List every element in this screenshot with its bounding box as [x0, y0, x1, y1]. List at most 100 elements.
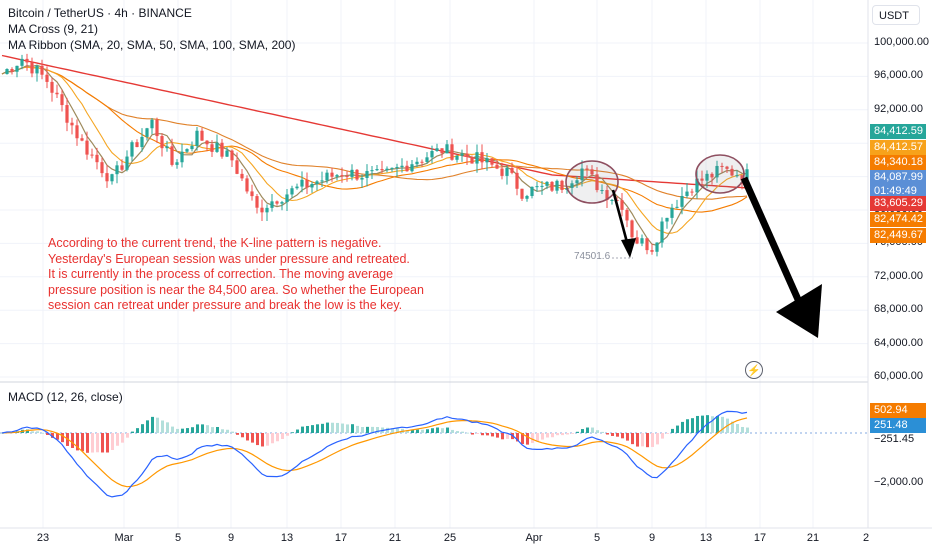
- candle-body: [305, 179, 309, 188]
- candle-body: [155, 119, 159, 137]
- candle-body: [460, 153, 464, 156]
- macd-histogram-bar: [481, 433, 484, 436]
- candle-body: [695, 178, 699, 193]
- macd-histogram-bar: [101, 433, 104, 453]
- macd-histogram-bar: [366, 426, 369, 433]
- price-tick-label: 100,000.00: [874, 36, 930, 48]
- candle-body: [405, 165, 409, 172]
- indicator-macd[interactable]: MACD (12, 26, close): [8, 390, 123, 404]
- macd-histogram-bar: [46, 433, 49, 435]
- candle-body: [345, 175, 349, 177]
- macd-histogram-bar: [606, 433, 609, 435]
- candle-body: [400, 165, 404, 167]
- candle-body: [325, 172, 329, 181]
- candle-body: [250, 191, 254, 197]
- candle-body: [590, 169, 594, 175]
- currency-button[interactable]: USDT: [872, 5, 920, 25]
- indicator-ma-cross[interactable]: MA Cross (9, 21): [8, 22, 99, 36]
- indicator-ma-ribbon[interactable]: MA Ribbon (SMA, 20, SMA, 50, SMA, 100, S…: [8, 38, 296, 52]
- macd-histogram-bar: [576, 431, 579, 433]
- macd-histogram-bar: [416, 429, 419, 433]
- candle-body: [55, 92, 59, 95]
- candle-body: [385, 168, 389, 171]
- macd-histogram-bar: [716, 416, 719, 433]
- time-tick-label: 23: [36, 532, 50, 544]
- candle-body: [670, 207, 674, 218]
- candle-body: [680, 195, 684, 207]
- candle-body: [260, 207, 264, 213]
- macd-histogram-bar: [276, 433, 279, 442]
- candle-body: [485, 158, 489, 163]
- forecast-arrows: [611, 176, 822, 338]
- macd-signal-line: [1, 417, 748, 488]
- macd-histogram-bar: [516, 433, 519, 442]
- macd-histogram-bar: [31, 431, 34, 433]
- macd-histogram-bar: [601, 431, 604, 433]
- candle-body: [120, 165, 124, 170]
- candle-body: [535, 186, 539, 188]
- price-badge: 82,449.67: [870, 228, 926, 243]
- price-tick-label: 68,000.00: [874, 303, 923, 316]
- price-badge: 83,605.29: [870, 196, 926, 211]
- candle-body: [140, 136, 144, 148]
- macd-histogram-bar: [561, 433, 564, 436]
- candle-body: [410, 164, 414, 172]
- candle-body: [520, 188, 524, 199]
- alert-icon[interactable]: ⚡: [745, 361, 763, 379]
- arrow-shaft-small: [611, 189, 630, 247]
- candle-body: [470, 157, 474, 164]
- macd-histogram-bar: [151, 416, 154, 433]
- macd-histogram-bar: [466, 432, 469, 434]
- candle-body: [545, 181, 549, 186]
- macd-histogram-bar: [736, 424, 739, 433]
- macd-histogram-bar: [116, 433, 119, 446]
- price-tick-label: 72,000.00: [874, 269, 923, 282]
- chart-title[interactable]: Bitcoin / TetherUS · 4h · BINANCE: [8, 6, 192, 20]
- candle-body: [380, 169, 384, 171]
- candle-body: [745, 169, 749, 181]
- macd-histogram-bar: [491, 433, 494, 437]
- candle-body: [660, 221, 664, 243]
- macd-histogram-bar: [271, 433, 274, 444]
- macd-histogram-bar: [141, 424, 144, 433]
- candle-body: [540, 185, 544, 187]
- time-tick-label: 25: [443, 532, 457, 544]
- macd-histogram-bar: [236, 433, 239, 435]
- macd-histogram-bar: [711, 416, 714, 433]
- candle-body: [290, 188, 294, 195]
- candle-body: [645, 238, 649, 251]
- candle-body: [515, 172, 519, 189]
- macd-histogram-bar: [36, 431, 39, 433]
- analysis-annotation: According to the current trend, the K-li…: [48, 236, 424, 312]
- candle-body: [550, 181, 554, 191]
- macd-histogram-bar: [476, 433, 479, 434]
- candle-body: [10, 69, 14, 72]
- macd-histogram-bar: [196, 424, 199, 433]
- time-tick-label: 2: [862, 532, 870, 544]
- candle-body: [730, 168, 734, 176]
- macd-histogram-bar: [426, 429, 429, 433]
- candle-body: [690, 191, 694, 193]
- candle-body: [490, 158, 494, 165]
- macd-histogram-bar: [571, 433, 574, 434]
- price-tick-label: 60,000.00: [874, 370, 923, 382]
- candle-body: [240, 173, 244, 179]
- candle-body: [390, 167, 394, 169]
- candle-body: [500, 168, 504, 176]
- macd-histogram-bar: [691, 418, 694, 433]
- price-tick-label: 96,000.00: [874, 69, 923, 82]
- candle-body: [270, 201, 274, 208]
- macd-histogram-bar: [256, 433, 259, 446]
- time-tick-label: 5: [593, 532, 601, 544]
- macd-histogram-bar: [661, 433, 664, 439]
- sma-50-line: [1, 66, 748, 213]
- macd-histogram-bar: [166, 422, 169, 433]
- arrow-head-large: [776, 284, 822, 338]
- candle-body: [495, 164, 499, 169]
- candle-body: [650, 250, 654, 252]
- candles: [5, 53, 749, 257]
- macd-histogram-bar: [441, 428, 444, 433]
- candle-body: [115, 165, 119, 175]
- macd-histogram-bar: [251, 433, 254, 443]
